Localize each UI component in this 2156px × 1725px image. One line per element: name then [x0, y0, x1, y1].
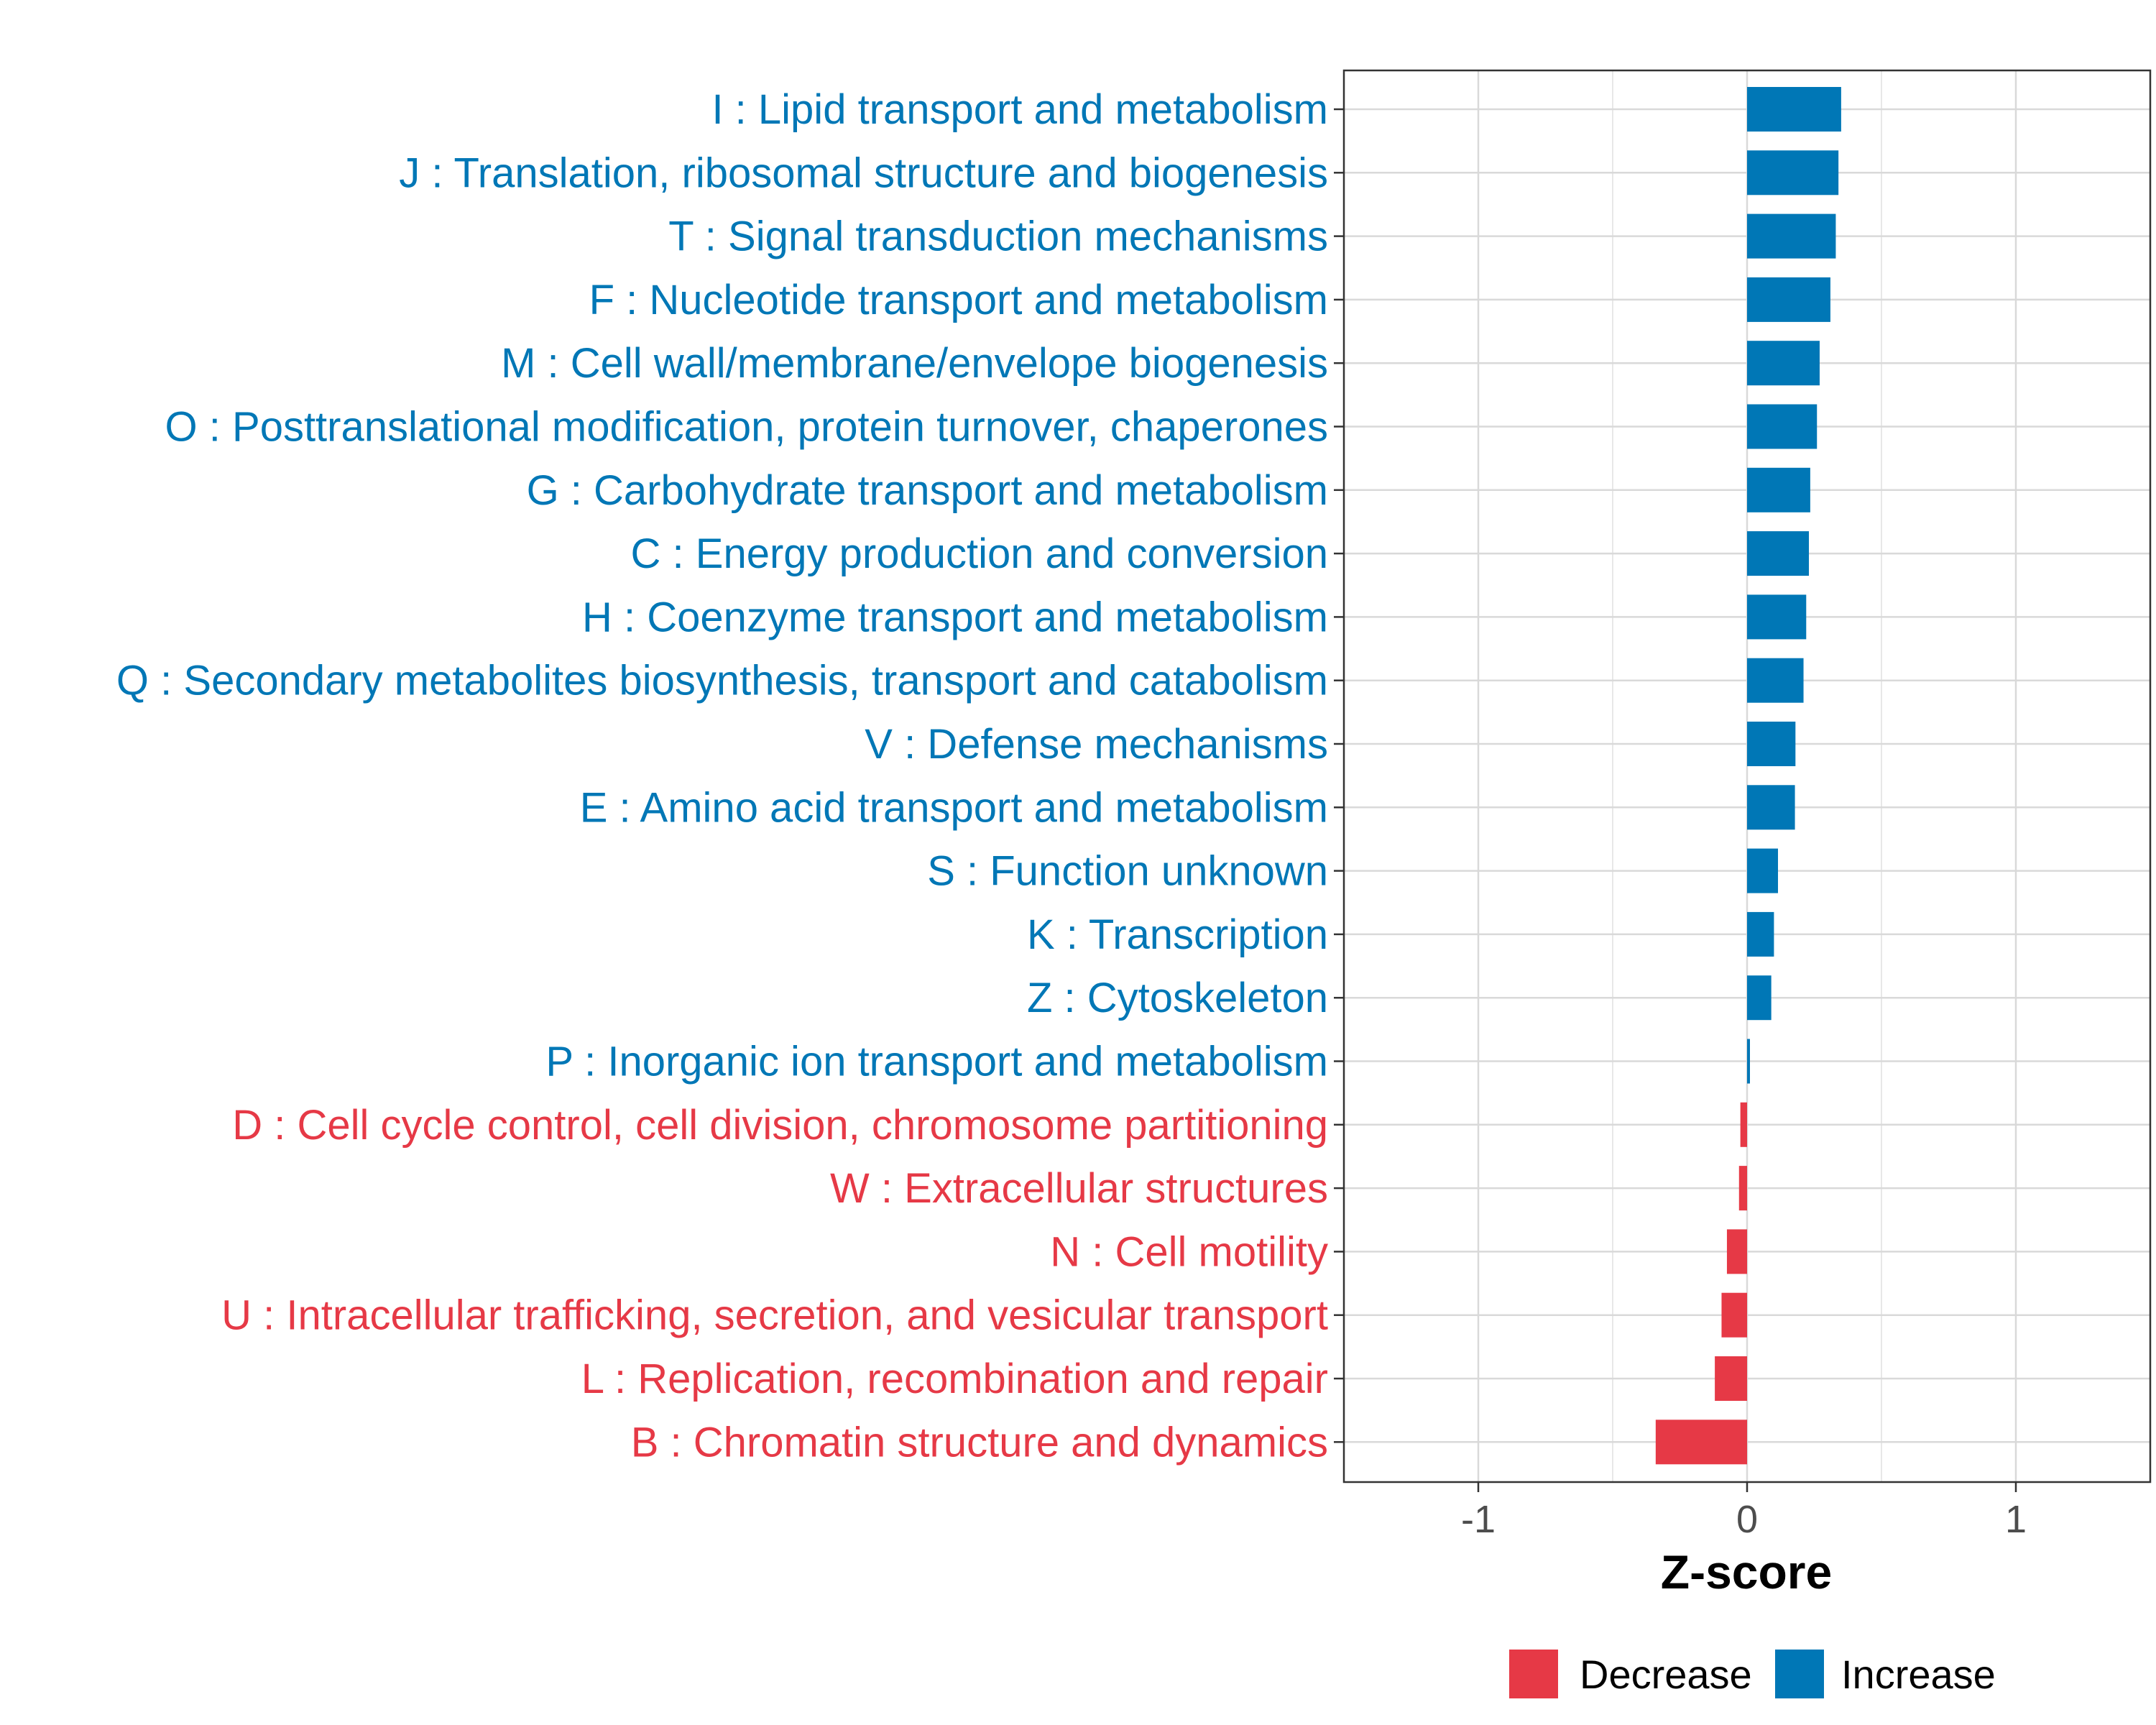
bar-b — [1655, 1420, 1747, 1465]
x-tick-label: 1 — [2005, 1498, 2027, 1541]
category-label: C : Energy production and conversion — [631, 530, 1328, 577]
category-label: N : Cell motility — [1050, 1228, 1328, 1275]
bar-d — [1740, 1102, 1747, 1147]
bar-s — [1747, 848, 1779, 893]
y-axis-ticks — [1334, 108, 1344, 1443]
bar-e — [1747, 785, 1795, 830]
category-label: J : Translation, ribosomal structure and… — [399, 150, 1328, 196]
x-tick-label: 0 — [1736, 1498, 1758, 1541]
bar-m — [1747, 341, 1820, 386]
category-label: L : Replication, recombination and repai… — [581, 1356, 1328, 1402]
category-label: I : Lipid transport and metabolism — [711, 86, 1328, 133]
category-label: U : Intracellular trafficking, secretion… — [221, 1292, 1328, 1339]
bar-g — [1747, 467, 1810, 512]
category-label: V : Defense mechanisms — [865, 721, 1328, 768]
bar-j — [1747, 150, 1839, 196]
category-label: K : Transcription — [1027, 911, 1328, 958]
legend: Decrease Increase — [1509, 1650, 1996, 1698]
bar-w — [1738, 1166, 1747, 1211]
category-label: Q : Secondary metabolites biosynthesis, … — [116, 658, 1328, 704]
category-label: G : Carbohydrate transport and metabolis… — [527, 467, 1328, 514]
bar-q — [1747, 658, 1804, 703]
category-label: E : Amino acid transport and metabolism — [580, 784, 1328, 831]
x-axis-title: Z-score — [1661, 1545, 1832, 1598]
bars — [1655, 87, 1841, 1465]
bar-p — [1747, 1039, 1750, 1084]
bar-n — [1726, 1229, 1747, 1274]
legend-label-decrease: Decrease — [1580, 1652, 1752, 1697]
category-label: B : Chromatin structure and dynamics — [631, 1419, 1328, 1466]
legend-key-decrease — [1509, 1650, 1558, 1698]
bar-z — [1747, 975, 1772, 1021]
category-labels: I : Lipid transport and metabolism J : Tr… — [116, 86, 1328, 1466]
bar-t — [1747, 213, 1836, 259]
category-label: F : Nucleotide transport and metabolism — [589, 277, 1328, 323]
category-label: T : Signal transduction mechanisms — [668, 213, 1328, 260]
x-tick-label: -1 — [1461, 1498, 1496, 1541]
category-label: O : Posttranslational modification, prot… — [165, 404, 1328, 451]
category-label: Z : Cytoskeleton — [1027, 975, 1328, 1021]
bar-h — [1747, 594, 1807, 640]
category-label: H : Coenzyme transport and metabolism — [582, 594, 1328, 640]
bar-c — [1747, 531, 1810, 576]
category-label: W : Extracellular structures — [830, 1165, 1328, 1212]
category-label: S : Function unknown — [927, 848, 1328, 895]
bar-u — [1721, 1292, 1747, 1338]
legend-label-increase: Increase — [1841, 1652, 1996, 1697]
category-label: P : Inorganic ion transport and metaboli… — [545, 1039, 1328, 1085]
bar-o — [1747, 404, 1818, 449]
legend-key-increase — [1775, 1650, 1824, 1698]
bar-v — [1747, 722, 1796, 766]
bar-l — [1715, 1356, 1747, 1401]
bar-k — [1747, 911, 1774, 957]
x-axis-ticks: -1 0 1 — [1461, 1482, 2027, 1541]
bar-f — [1747, 277, 1830, 322]
category-label: D : Cell cycle control, cell division, c… — [232, 1102, 1328, 1149]
bar-i — [1747, 87, 1841, 132]
category-label: M : Cell wall/membrane/envelope biogenes… — [501, 340, 1328, 387]
